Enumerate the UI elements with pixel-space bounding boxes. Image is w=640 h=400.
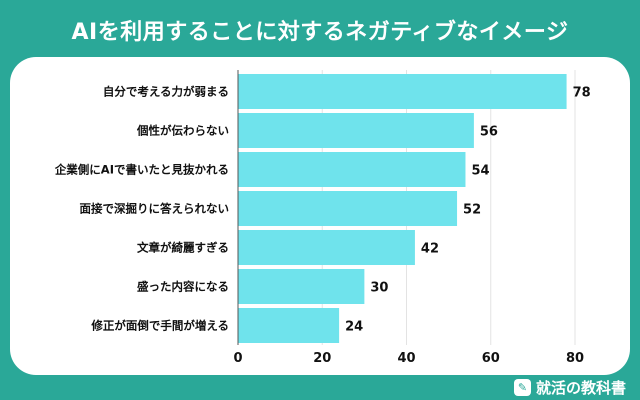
value-label: 52	[463, 203, 481, 218]
x-tick-label: 20	[313, 351, 331, 366]
x-tick-label: 40	[397, 351, 415, 366]
bar	[238, 74, 567, 109]
category-label: 盛った内容になる	[137, 280, 229, 294]
pencil-book-icon: ✎	[513, 379, 531, 396]
x-tick-label: 60	[482, 351, 500, 366]
value-label: 24	[345, 320, 363, 335]
chart-title: AIを利用することに対するネガティブなイメージ	[71, 20, 569, 45]
bar	[238, 308, 340, 343]
category-label: 自分で考える力が弱まる	[103, 85, 229, 99]
value-label: 30	[370, 281, 388, 296]
category-label: 企業側にAIで書いたと見抜かれる	[54, 163, 229, 177]
value-label: 56	[480, 125, 498, 140]
category-label: 文章が綺麗すぎる	[137, 241, 229, 255]
value-label: 42	[421, 242, 439, 257]
bar	[238, 191, 458, 226]
category-label: 個性が伝わらない	[136, 124, 229, 138]
x-tick-label: 80	[566, 351, 584, 366]
category-label: 面接で深掘りに答えられない	[80, 202, 230, 216]
value-label: 78	[573, 86, 591, 101]
bar	[238, 230, 415, 265]
bar	[238, 152, 466, 187]
brand-logo: ✎ 就活の教科書	[513, 377, 626, 398]
category-label: 修正が面倒で手間が増える	[90, 319, 229, 333]
bar	[238, 113, 474, 148]
x-tick-label: 0	[233, 351, 242, 366]
value-label: 54	[471, 164, 489, 179]
bar	[238, 269, 365, 304]
brand-name: 就活の教科書	[535, 379, 626, 397]
